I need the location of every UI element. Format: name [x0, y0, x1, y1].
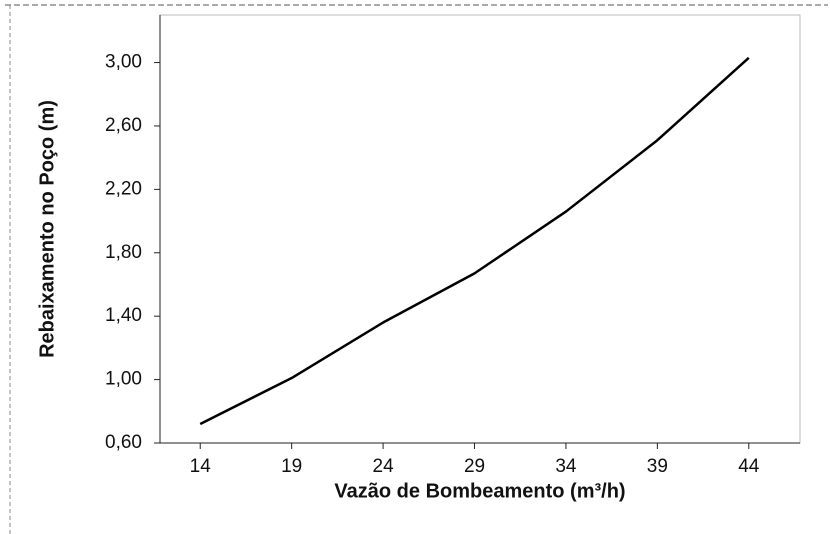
y-tick-label: 2,60	[105, 115, 142, 136]
plot-area	[159, 14, 801, 444]
y-axis-label: Rebaixamento no Poço (m)	[36, 100, 58, 358]
y-tick-label: 0,60	[105, 432, 142, 453]
x-tick-label: 39	[647, 456, 668, 477]
x-tick-label: 14	[190, 456, 212, 477]
y-tick-label: 2,20	[105, 178, 142, 199]
x-tick-label: 19	[281, 456, 302, 477]
y-tick-label: 3,00	[105, 52, 142, 73]
x-tick-label: 34	[555, 456, 577, 477]
x-tick-label: 29	[464, 456, 485, 477]
x-axis-label: Vazão de Bombeamento (m³/h)	[334, 480, 625, 502]
x-tick-label: 24	[373, 456, 395, 477]
y-tick-label: 1,80	[105, 242, 142, 263]
x-tick-label: 44	[738, 456, 760, 477]
y-tick-label: 1,40	[105, 305, 142, 326]
y-tick-label: 1,00	[105, 369, 142, 390]
line	[199, 56, 750, 426]
